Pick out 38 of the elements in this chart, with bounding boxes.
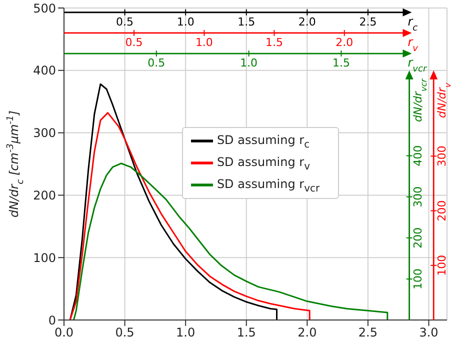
annotation: 1.5: [332, 56, 350, 70]
x-tick-label: 2.0: [298, 326, 317, 340]
annotation: r$_{vcr}$: [408, 56, 428, 75]
y2-tick-label: 400: [411, 145, 424, 166]
y-tick-label: 200: [33, 188, 56, 202]
y-tick-label: 300: [33, 126, 56, 140]
annotation: 0.5: [125, 36, 143, 49]
x2-tick-label: 2.0: [298, 15, 316, 28]
x2-tick-label: 1.5: [238, 15, 256, 28]
y2-tick-label: 200: [411, 227, 424, 248]
x2-tick-label: 2.5: [359, 15, 377, 28]
legend-label: SD assuming r$_{vcr}$: [216, 176, 320, 194]
x-tick-label: 0.0: [54, 326, 74, 340]
x2-tick-label: 1.0: [176, 15, 194, 28]
y3-tick-label: 200: [436, 200, 449, 222]
y-tick-label: 0: [48, 313, 56, 328]
x-tick-label: 1.5: [236, 326, 256, 340]
x-tick-label: 0.5: [115, 326, 134, 340]
y-tick-label: 500: [33, 1, 56, 16]
annotation: 1.5: [265, 36, 283, 49]
x2-axis-title: r$_{c}$: [408, 14, 418, 34]
legend-label: SD assuming r$_{c}$: [216, 132, 310, 150]
annotation: 2.0: [336, 36, 354, 49]
annotation: 1.0: [240, 56, 258, 70]
x2-tick-label: 0.5: [116, 15, 134, 28]
y2-tick-label: 300: [411, 186, 424, 208]
x-tick-label: 1.0: [176, 326, 196, 340]
y2-tick-label: 100: [411, 268, 424, 290]
y3-tick-label: 300: [436, 146, 449, 167]
legend-label: SD assuming r$_{v}$: [216, 154, 310, 172]
annotation: 1.0: [195, 36, 213, 49]
y3-tick-label: 100: [436, 254, 449, 276]
x-tick-label: 3.0: [419, 326, 438, 340]
y-tick-label: 100: [33, 250, 56, 265]
x-tick-label: 2.5: [358, 326, 378, 340]
y-tick-label: 400: [33, 64, 56, 78]
annotation: r$_{v}$: [408, 34, 419, 54]
annotation: 0.5: [148, 56, 166, 70]
